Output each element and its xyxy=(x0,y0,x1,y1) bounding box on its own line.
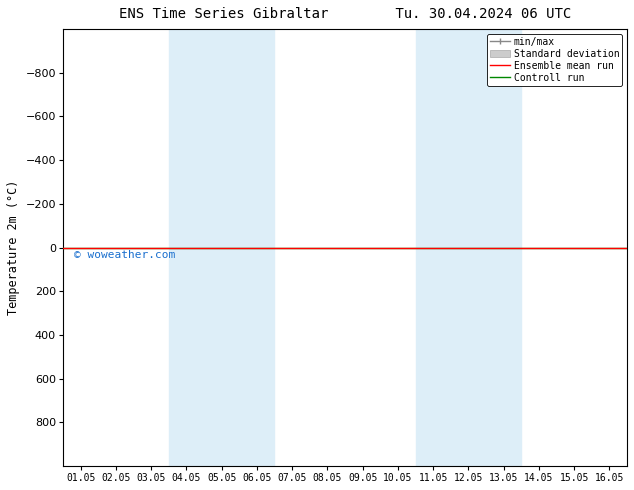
Legend: min/max, Standard deviation, Ensemble mean run, Controll run: min/max, Standard deviation, Ensemble me… xyxy=(488,34,622,86)
Text: © woweather.com: © woweather.com xyxy=(74,250,176,260)
Y-axis label: Temperature 2m (°C): Temperature 2m (°C) xyxy=(7,180,20,315)
Bar xyxy=(169,29,239,466)
Bar xyxy=(486,29,521,466)
Bar xyxy=(239,29,275,466)
Bar xyxy=(415,29,486,466)
Title: ENS Time Series Gibraltar        Tu. 30.04.2024 06 UTC: ENS Time Series Gibraltar Tu. 30.04.2024… xyxy=(119,7,571,21)
